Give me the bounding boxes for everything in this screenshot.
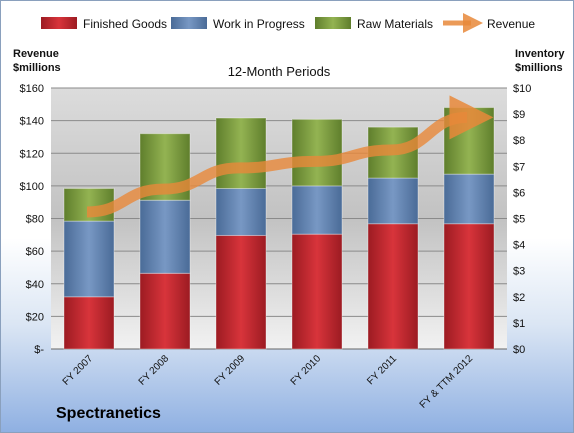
x-tick-label: FY 2008 xyxy=(137,353,172,388)
x-tick-label: FY 2011 xyxy=(365,353,399,387)
right-tick-label: $8 xyxy=(513,135,525,147)
right-tick-label: $5 xyxy=(513,214,525,226)
legend-swatch-finished-goods xyxy=(41,17,77,29)
left-axis-title-line1: Revenue xyxy=(13,48,59,60)
right-tick-label: $4 xyxy=(513,240,525,252)
right-tick-label: $0 xyxy=(513,344,525,356)
bar-work-in-progress xyxy=(443,173,495,225)
revenue-point xyxy=(315,161,316,162)
legend-label-finished-goods: Finished Goods xyxy=(83,17,167,31)
x-tick-label: FY & TTM 2012 xyxy=(418,353,476,411)
revenue-series xyxy=(86,95,494,218)
bar-finished-goods xyxy=(139,272,191,350)
right-axis-title-line1: Inventory xyxy=(515,48,565,60)
legend-label-work-in-progress: Work in Progress xyxy=(213,17,305,31)
right-tick-label: $3 xyxy=(513,266,525,278)
left-tick-label: $120 xyxy=(20,148,44,160)
left-tick-label: $- xyxy=(34,344,44,356)
legend-swatch-work-in-progress xyxy=(171,17,207,29)
revenue-line xyxy=(86,95,494,218)
right-tick-label: $7 xyxy=(513,161,525,173)
right-tick-label: $1 xyxy=(513,318,525,330)
left-tick-label: $20 xyxy=(26,311,44,323)
bar-finished-goods xyxy=(443,223,495,350)
left-tick-label: $80 xyxy=(26,214,44,226)
left-tick-label: $160 xyxy=(20,83,44,95)
revenue-point xyxy=(239,167,240,168)
legend: Finished Goods Work in Progress Raw Mate… xyxy=(41,13,535,33)
bar-work-in-progress xyxy=(215,187,267,236)
revenue-point xyxy=(467,117,468,118)
right-tick-label: $9 xyxy=(513,109,525,121)
revenue-point xyxy=(391,149,392,150)
chart-subtitle: 12-Month Periods xyxy=(228,64,331,79)
right-tick-label: $2 xyxy=(513,292,525,304)
bar-finished-goods xyxy=(291,233,343,350)
x-tick-label: FY 2010 xyxy=(289,353,324,388)
left-tick-label: $140 xyxy=(20,116,44,128)
left-axis-title-line2: $millions xyxy=(13,62,61,74)
x-axis-ticks: FY 2007 FY 2008 FY 2009 FY 2010 FY 2011 FY & … xyxy=(61,353,476,411)
legend-label-raw-materials: Raw Materials xyxy=(357,17,433,31)
left-tick-label: $100 xyxy=(20,181,44,193)
bar-work-in-progress xyxy=(367,177,419,225)
right-axis-ticks: $0 $1 $2 $3 $4 $5 $6 $7 $8 $9 $10 xyxy=(513,83,531,356)
right-tick-label: $6 xyxy=(513,187,525,199)
bar-finished-goods xyxy=(367,223,419,350)
bar-work-in-progress xyxy=(291,185,343,235)
right-tick-label: $10 xyxy=(513,83,531,95)
revenue-point xyxy=(163,189,164,190)
left-tick-label: $40 xyxy=(26,279,44,291)
right-axis-title-line2: $millions xyxy=(515,62,563,74)
gridlines xyxy=(51,87,507,350)
left-tick-label: $60 xyxy=(26,246,44,258)
bar-raw-materials xyxy=(291,118,343,187)
bar-finished-goods xyxy=(215,234,267,350)
legend-swatch-raw-materials xyxy=(315,17,351,29)
bar-series xyxy=(63,107,495,350)
bar-work-in-progress xyxy=(63,220,115,298)
company-name: Spectranetics xyxy=(56,405,161,422)
bar-finished-goods xyxy=(63,296,115,350)
bar-work-in-progress xyxy=(139,199,191,274)
legend-label-revenue: Revenue xyxy=(487,17,535,31)
x-tick-label: FY 2009 xyxy=(213,353,248,388)
revenue-point xyxy=(87,211,88,212)
left-axis-ticks: $- $20 $40 $60 $80 $100 $120 $140 $160 xyxy=(20,83,45,356)
bar-raw-materials xyxy=(215,117,267,189)
x-tick-label: FY 2007 xyxy=(61,353,96,388)
